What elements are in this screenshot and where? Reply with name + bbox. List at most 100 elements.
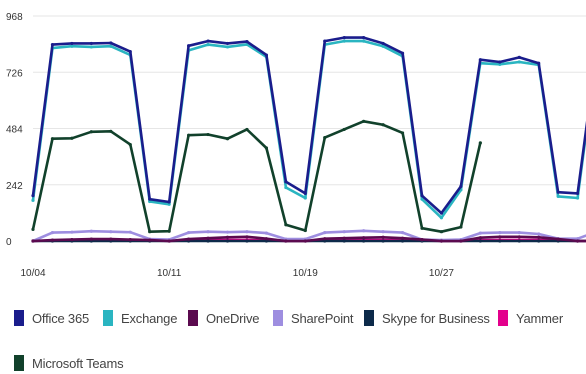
data-point-skype-for-business	[206, 239, 210, 243]
data-point-microsoft-teams	[109, 129, 113, 133]
x-tick-label: 10/27	[429, 268, 454, 279]
data-point-onedrive	[517, 235, 521, 239]
data-point-sharepoint	[109, 230, 113, 234]
data-point-office-365	[284, 180, 288, 184]
data-point-sharepoint	[187, 231, 191, 235]
data-point-office-365	[128, 49, 132, 54]
data-point-exchange	[381, 44, 385, 48]
data-point-exchange	[556, 194, 560, 198]
data-point-onedrive	[362, 236, 366, 240]
legend-item-sharepoint[interactable]: SharePoint	[273, 308, 354, 328]
data-point-onedrive	[225, 235, 230, 239]
data-point-onedrive	[31, 239, 35, 243]
data-point-skype-for-business	[342, 239, 346, 243]
data-point-exchange	[439, 216, 444, 220]
data-point-skype-for-business	[323, 239, 327, 243]
data-point-microsoft-teams	[225, 137, 230, 141]
data-point-sharepoint	[245, 230, 249, 234]
data-point-office-365	[206, 39, 210, 43]
legend-swatch	[273, 310, 283, 326]
data-point-microsoft-teams	[284, 223, 288, 227]
series-line-exchange	[31, 39, 586, 220]
data-point-exchange	[109, 44, 113, 48]
data-point-onedrive	[400, 236, 405, 240]
data-point-office-365	[264, 53, 268, 57]
y-tick-label: 726	[6, 68, 23, 79]
data-point-microsoft-teams	[89, 130, 93, 134]
data-point-office-365	[167, 200, 171, 204]
data-point-exchange	[70, 44, 74, 48]
data-point-skype-for-business	[517, 239, 521, 243]
data-point-onedrive	[167, 239, 171, 243]
legend-item-microsoft-teams[interactable]: Microsoft Teams	[14, 353, 124, 373]
data-point-sharepoint	[498, 231, 502, 235]
data-point-exchange	[517, 60, 521, 64]
legend-item-skype-for-business[interactable]: Skype for Business	[364, 308, 490, 328]
data-point-onedrive	[556, 237, 560, 241]
data-point-sharepoint	[50, 231, 55, 235]
data-point-exchange	[498, 62, 502, 66]
data-point-exchange	[284, 185, 288, 190]
data-point-office-365	[439, 211, 444, 215]
data-point-sharepoint	[381, 230, 385, 234]
data-point-office-365	[400, 51, 405, 55]
data-point-office-365	[576, 191, 580, 195]
data-point-sharepoint	[206, 230, 210, 234]
data-point-office-365	[517, 55, 521, 59]
data-point-office-365	[225, 41, 230, 46]
data-point-onedrive	[148, 238, 152, 242]
data-point-office-365	[556, 190, 560, 194]
data-point-microsoft-teams	[206, 132, 210, 137]
data-point-microsoft-teams	[303, 228, 307, 233]
data-point-office-365	[381, 41, 385, 46]
data-point-office-365	[70, 41, 74, 46]
legend-item-yammer[interactable]: Yammer	[498, 308, 563, 328]
data-point-office-365	[420, 194, 424, 198]
data-point-microsoft-teams	[264, 146, 268, 150]
legend-swatch	[188, 310, 198, 326]
data-point-onedrive	[128, 238, 132, 242]
legend-item-exchange[interactable]: Exchange	[103, 308, 177, 328]
data-point-skype-for-business	[400, 239, 405, 243]
data-point-onedrive	[245, 235, 249, 239]
data-point-sharepoint	[128, 230, 132, 234]
data-point-skype-for-business	[498, 239, 502, 243]
legend-label: OneDrive	[206, 310, 260, 326]
legend-item-onedrive[interactable]: OneDrive	[188, 308, 260, 328]
data-point-office-365	[109, 41, 113, 45]
data-point-office-365	[478, 58, 482, 62]
data-point-office-365	[31, 194, 35, 198]
legend-label: SharePoint	[291, 310, 354, 326]
legend-item-office-365[interactable]: Office 365	[14, 308, 89, 328]
data-point-office-365	[148, 197, 152, 201]
data-point-exchange	[342, 39, 346, 43]
data-point-onedrive	[342, 236, 346, 240]
chart-legend: Office 365 Exchange OneDrive SharePoint Skyp…	[0, 295, 586, 374]
data-point-office-365	[537, 61, 541, 65]
data-point-exchange	[303, 196, 307, 200]
data-point-office-365	[362, 36, 366, 40]
data-point-exchange	[225, 45, 230, 49]
data-point-microsoft-teams	[187, 133, 191, 137]
data-point-onedrive	[89, 237, 93, 241]
data-point-onedrive	[109, 237, 113, 241]
series-line-onedrive	[31, 235, 586, 243]
data-point-office-365	[459, 184, 463, 188]
data-point-skype-for-business	[225, 239, 230, 243]
data-point-microsoft-teams	[167, 229, 171, 233]
data-point-skype-for-business	[478, 239, 482, 243]
data-point-microsoft-teams	[70, 136, 74, 140]
series-line-office-365	[31, 36, 586, 215]
y-tick-label: 968	[6, 12, 23, 23]
data-point-sharepoint	[400, 231, 405, 235]
legend-label: Microsoft Teams	[32, 355, 124, 371]
data-point-onedrive	[50, 238, 55, 242]
data-point-office-365	[323, 39, 327, 43]
data-point-exchange	[362, 39, 366, 43]
series-microsoft-teams	[31, 119, 482, 234]
data-point-microsoft-teams	[323, 135, 327, 140]
data-point-onedrive	[264, 237, 268, 241]
data-point-sharepoint	[342, 230, 346, 234]
data-point-sharepoint	[576, 237, 580, 241]
data-point-office-365	[498, 60, 502, 64]
